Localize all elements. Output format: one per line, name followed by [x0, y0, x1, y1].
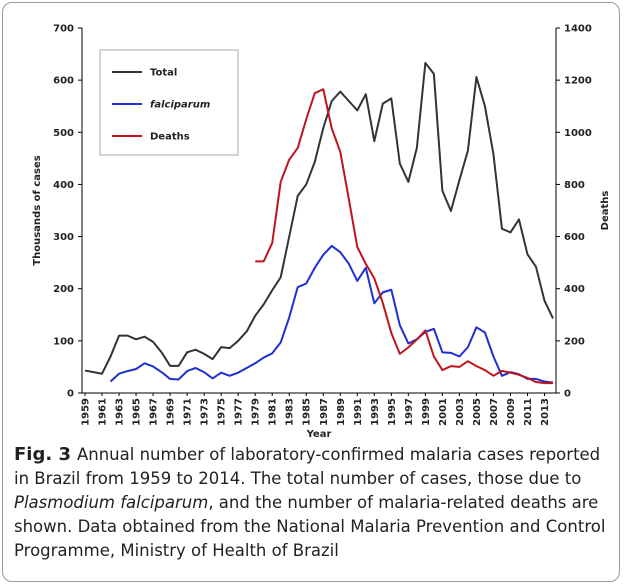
y-tick-label: 600 [53, 76, 74, 87]
x-tick-label: 2001 [438, 398, 449, 426]
x-tick-label: 1995 [387, 398, 398, 426]
legend-label: falciparum [150, 100, 210, 111]
caption-label: Fig. 3 [14, 444, 71, 465]
x-tick-label: 2003 [455, 398, 466, 426]
series-line [255, 88, 553, 385]
x-tick-label: 1987 [319, 398, 330, 426]
series-line [84, 61, 554, 375]
y-tick-label: 300 [53, 232, 74, 243]
y2-tick-label: 1400 [564, 24, 592, 35]
x-tick-label: 1991 [353, 398, 364, 426]
y2-tick-label: 400 [564, 284, 585, 295]
x-axis-title: Year [306, 429, 332, 440]
x-tick-label: 1971 [183, 398, 194, 426]
x-tick-label: 1989 [336, 398, 347, 426]
chart: 0 100 200 300 400 500 600 700 0 200 400 600 800 1000 1… [32, 24, 611, 441]
legend-box [99, 49, 239, 156]
y-tick-label: 700 [53, 24, 74, 35]
y2-tick-label: 0 [564, 389, 571, 400]
x-tick-label: 1979 [251, 398, 262, 426]
caption-italic: Plasmodium falciparum [14, 493, 209, 512]
x-tick-label: 1993 [370, 398, 381, 426]
x-tick-label: 1961 [98, 398, 109, 426]
y-tick-label: 100 [53, 336, 74, 347]
x-tick-label: 1981 [268, 398, 279, 426]
x-tick-label: 2005 [472, 398, 483, 426]
y-tick-label: 500 [53, 128, 74, 139]
x-tick-label: 1997 [404, 398, 415, 426]
x-tick-label: 1973 [200, 398, 211, 426]
x-tick-label: 1959 [81, 398, 92, 426]
y2-axis-title: Deaths [600, 191, 611, 231]
x-tick-label: 1963 [115, 398, 126, 426]
x-tick-label: 2009 [506, 398, 517, 426]
y-axis-title: Thousands of cases [32, 155, 43, 265]
y-tick-label: 200 [53, 284, 74, 295]
y2-tick-label: 200 [564, 336, 585, 347]
x-tick-label: 1983 [285, 398, 296, 426]
x-tick-label: 1969 [166, 398, 177, 426]
series-line [109, 244, 554, 384]
y2-tick-label: 800 [564, 180, 585, 191]
y2-tick-label: 1200 [564, 76, 592, 87]
x-tick-label: 2011 [523, 398, 534, 426]
y2-tick-label: 1000 [564, 128, 592, 139]
caption: Fig. 3 Annual number of laboratory-confir… [14, 443, 612, 563]
x-tick-label: 1975 [217, 398, 228, 426]
legend-label: Total [150, 68, 177, 79]
y2-tick-label: 600 [564, 232, 585, 243]
x-tick-label: 1965 [132, 398, 143, 426]
x-tick-label: 2013 [540, 398, 551, 426]
x-tick-label: 2007 [489, 398, 500, 426]
caption-text: Annual number of laboratory-confirmed ma… [14, 445, 601, 488]
y-tick-label: 0 [67, 389, 74, 400]
caption-text: , and the number of malaria-related deat… [14, 493, 606, 560]
x-tick-label: 1999 [421, 398, 432, 426]
x-tick-label: 1985 [302, 398, 313, 426]
x-tick-label: 1977 [234, 398, 245, 426]
legend-label: Deaths [150, 132, 190, 143]
x-tick-label: 1967 [149, 398, 160, 426]
y-tick-label: 400 [53, 180, 74, 191]
